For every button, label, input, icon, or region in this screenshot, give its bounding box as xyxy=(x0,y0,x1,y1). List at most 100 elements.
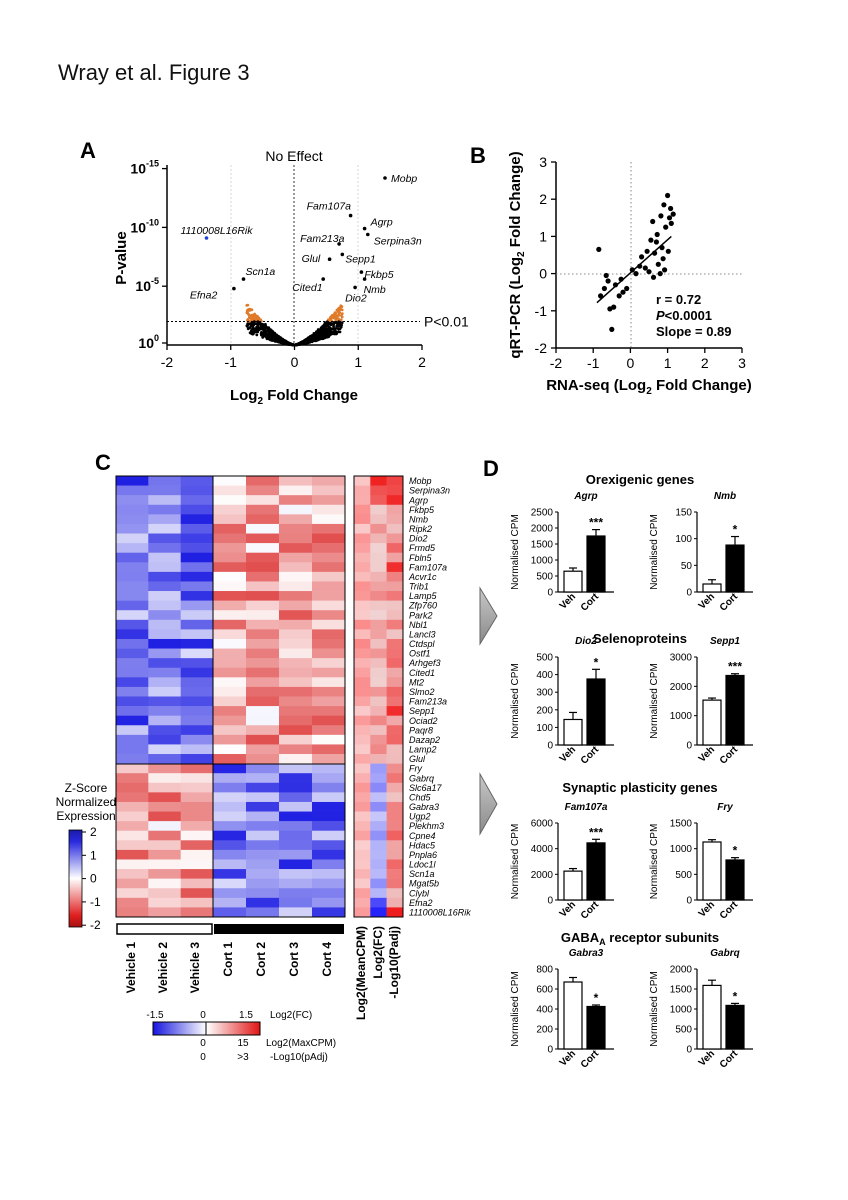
heatmap-cell xyxy=(312,514,346,525)
heatmap-cell xyxy=(148,543,181,553)
heatmap-cell xyxy=(116,821,149,832)
heatmap-cell xyxy=(213,610,247,621)
heatmap-cell xyxy=(279,754,313,764)
volcano-point xyxy=(268,331,272,334)
zscore-tick-label: -2 xyxy=(90,918,101,932)
cpm-tick-low: 0 xyxy=(200,1038,206,1049)
annotation-fc-cell xyxy=(370,523,387,534)
heatmap-cell xyxy=(116,523,149,534)
volcano-point xyxy=(320,337,324,341)
heatmap-cell xyxy=(116,725,149,736)
corr-point xyxy=(620,289,626,295)
gene-row-label: Fam107a xyxy=(409,562,447,572)
heatmap-cell xyxy=(148,476,181,486)
corr-point xyxy=(611,304,617,310)
gene-point-dio2 xyxy=(353,285,357,290)
heatmap-cell xyxy=(246,514,280,525)
gene-row-label: Pnpla6 xyxy=(409,850,437,860)
volcano-point xyxy=(248,319,252,323)
heatmap-cell xyxy=(279,543,313,553)
bar-category-label: Cort xyxy=(718,899,741,922)
corr-y-tick-label: -1 xyxy=(535,303,548,319)
bar-chart-fam107a: Fam107a 0 2000 4000 6000 Normalised CPM Veh Cor… xyxy=(510,802,614,922)
annotation-padj-cell xyxy=(386,562,404,573)
heatmap-cell xyxy=(312,600,346,611)
heatmap-cell xyxy=(180,533,214,544)
volcano-point xyxy=(275,334,279,337)
annotation-fc-cell xyxy=(370,562,387,573)
heatmap-cell xyxy=(312,706,346,716)
heatmap-cell xyxy=(180,514,214,525)
volcano-point xyxy=(250,332,254,335)
heatmap-cell xyxy=(213,696,247,707)
gene-label-cited1: Cited1 xyxy=(292,282,322,294)
heatmap-cell xyxy=(213,591,247,601)
bar-y-tick-label: 200 xyxy=(536,705,553,716)
heatmap-cell xyxy=(116,696,149,707)
heatmap-cell xyxy=(312,821,346,832)
annotation-cpm-cell xyxy=(354,849,371,860)
heatmap-sample-labels: Vehicle 1 Vehicle 2 Vehicle 3 Cort 1 Cort 2 C… xyxy=(124,942,334,994)
heatmap-cell xyxy=(279,763,313,774)
annotation-cpm-cell xyxy=(354,830,371,841)
volcano-point xyxy=(279,337,283,341)
volcano-point xyxy=(340,308,344,312)
annotation-padj-cell xyxy=(386,811,404,822)
volcano-point xyxy=(340,315,344,319)
heatmap-cell xyxy=(148,581,181,592)
annotation-fc-cell xyxy=(370,782,387,793)
volcano-point xyxy=(254,314,258,318)
bar-y-tick-label: 2500 xyxy=(531,508,554,519)
bar-y-label: Normalised CPM xyxy=(649,514,660,590)
heatmap-cell xyxy=(312,667,346,678)
corr-point xyxy=(650,274,657,280)
significance-marker: *** xyxy=(589,516,603,530)
bar-chart-gene-title: Fam107a xyxy=(565,802,608,813)
corr-point xyxy=(668,205,674,212)
annotation-padj-cell xyxy=(386,830,404,841)
bar-y-tick-label: 400 xyxy=(536,670,553,681)
volcano-x-label: Log2 Fold Change xyxy=(230,387,358,407)
heatmap-cell xyxy=(213,754,247,764)
y-tick-exp: 0 xyxy=(154,333,159,343)
bar-y-tick-label: 800 xyxy=(536,965,553,976)
annotation-padj-cell xyxy=(386,840,404,851)
heatmap-cell xyxy=(279,495,313,506)
heatmap-cell xyxy=(213,907,247,918)
corr-y-tick-label: 3 xyxy=(539,154,547,170)
bar-chart-gabra3: Gabra3 0 200 400 600 800 Normalised CPM Veh Cort… xyxy=(510,948,614,1071)
annotation-fc-cell xyxy=(370,849,387,860)
corr-point xyxy=(616,293,622,299)
volcano-point xyxy=(328,316,332,320)
corr-point xyxy=(601,285,608,292)
bar-chart-fry: Fry 0 500 1000 1500 Normalised CPM Veh Cort * xyxy=(649,802,753,922)
annotation-cpm-cell xyxy=(354,514,371,525)
heatmap-cell xyxy=(246,744,280,755)
heatmap-cell xyxy=(246,667,280,678)
annotation-cpm-cell xyxy=(354,571,371,582)
heatmap-cell xyxy=(279,523,313,534)
annotation-fc-cell xyxy=(370,706,387,716)
vehicle-group-bar xyxy=(116,923,213,935)
annotation-fc-cell xyxy=(370,514,387,525)
volcano-x-ticks: -2 -1 0 1 2 xyxy=(161,345,426,370)
corr-point xyxy=(660,256,666,262)
bar-cort xyxy=(586,842,606,901)
volcano-point xyxy=(329,323,333,327)
fc-tick-low: -1.5 xyxy=(146,1010,164,1021)
heatmap-cell xyxy=(148,514,181,525)
volcano-point xyxy=(246,318,249,322)
annotation-fc-cell xyxy=(370,907,387,918)
heatmap-cell xyxy=(180,754,214,764)
annotation-padj-cell xyxy=(386,763,404,774)
heatmap-cell xyxy=(148,706,181,716)
annotation-cpm-cell xyxy=(354,782,371,793)
annotation-padj-cell xyxy=(386,686,404,697)
bar-veh xyxy=(702,583,722,593)
heatmap-cell xyxy=(116,849,149,860)
volcano-point xyxy=(339,318,343,322)
annotation-fc-cell xyxy=(370,600,387,611)
bar-y-label: Normalised CPM xyxy=(510,663,521,739)
corr-point xyxy=(648,237,654,243)
